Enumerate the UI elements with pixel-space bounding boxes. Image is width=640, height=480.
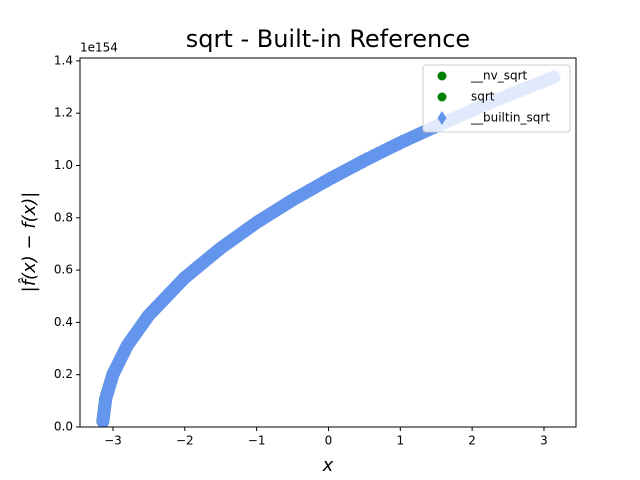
point xyxy=(322,171,335,188)
y-tick-label: 0.8 xyxy=(54,210,73,224)
x-tick-label: −1 xyxy=(248,434,266,448)
x-tick-label: −3 xyxy=(104,434,122,448)
chart-title: sqrt - Built-in Reference xyxy=(186,25,470,53)
point xyxy=(96,413,109,427)
point xyxy=(106,366,119,383)
y-tick-label: 0.6 xyxy=(54,263,73,277)
point xyxy=(99,390,112,407)
legend-label: __builtin_sqrt xyxy=(470,111,550,125)
x-tick-label: 2 xyxy=(468,434,476,448)
y-tick-label: 0.4 xyxy=(54,315,73,329)
y-axis-label: |f̂(x) − f(x)| xyxy=(19,192,40,293)
point xyxy=(286,192,299,209)
y-tick-label: 1.4 xyxy=(54,53,73,67)
point xyxy=(250,214,263,231)
point xyxy=(142,307,155,324)
x-axis-label: x xyxy=(322,455,334,476)
x-tick-label: 1 xyxy=(396,434,404,448)
point xyxy=(121,337,134,354)
x-tick-label: 3 xyxy=(540,434,548,448)
legend-marker xyxy=(437,111,447,125)
y-tick-label: 1.2 xyxy=(54,106,73,120)
point xyxy=(394,134,407,151)
point xyxy=(178,269,191,286)
y-tick-label: 1.0 xyxy=(54,158,73,172)
y-offset-label: 1e154 xyxy=(80,41,118,55)
legend-label: __nv_sqrt xyxy=(470,69,528,83)
x-tick-label: 0 xyxy=(325,434,333,448)
x-tick-label: −2 xyxy=(176,434,194,448)
y-tick-label: 0.2 xyxy=(54,367,73,381)
legend-marker xyxy=(437,71,447,81)
legend-label: sqrt xyxy=(471,90,495,104)
legend-box xyxy=(422,64,571,133)
y-tick-label: 0.0 xyxy=(54,420,73,434)
axes-frame xyxy=(79,57,577,428)
point xyxy=(358,152,371,169)
legend-marker xyxy=(437,92,447,102)
point xyxy=(214,240,227,257)
